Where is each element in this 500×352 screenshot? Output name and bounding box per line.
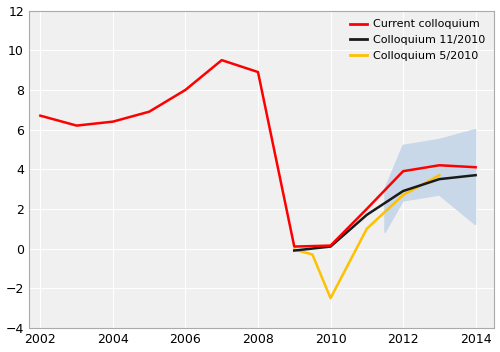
Legend: Current colloquium, Colloquium 11/2010, Colloquium 5/2010: Current colloquium, Colloquium 11/2010, … — [347, 16, 488, 64]
Polygon shape — [385, 130, 476, 233]
